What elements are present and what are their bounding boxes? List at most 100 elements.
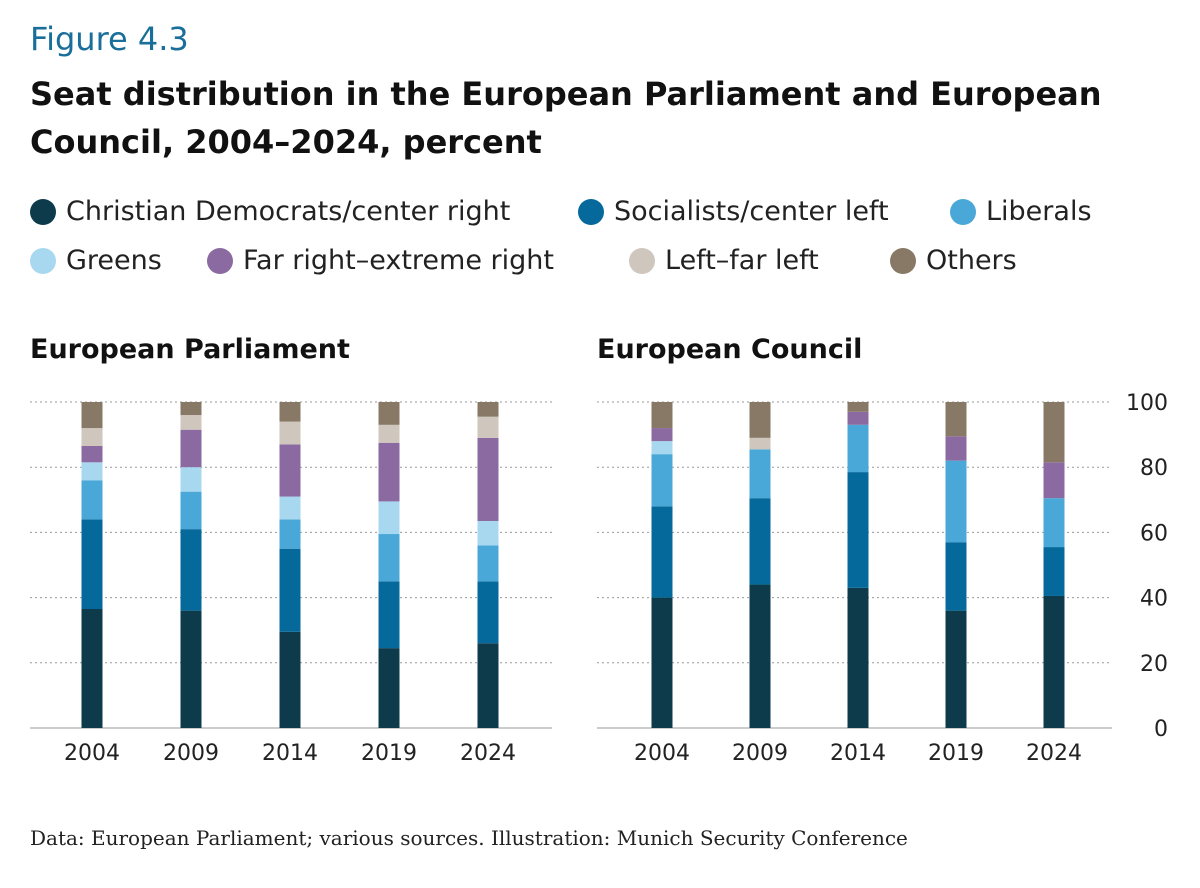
legend-swatch <box>950 198 976 225</box>
y-tick-label: 100 <box>1126 391 1168 416</box>
bar-segment <box>81 462 103 481</box>
chart-title: Seat distribution in the European Parlia… <box>30 75 1102 161</box>
legend-item: Greens <box>30 245 162 276</box>
bar-segment <box>279 519 301 549</box>
legend-label: Liberals <box>986 196 1092 227</box>
x-tick-label: 2024 <box>1026 741 1082 766</box>
bar-segment <box>749 402 771 438</box>
bar-segment <box>81 428 103 447</box>
x-tick-label: 2019 <box>928 741 984 766</box>
x-tick-label: 2014 <box>262 741 318 766</box>
source-note: Data: European Parliament; various sourc… <box>30 826 908 850</box>
x-tick-label: 2009 <box>732 741 788 766</box>
bar-segment <box>180 491 202 530</box>
bar-segment <box>651 428 673 442</box>
bar-segment <box>279 444 301 497</box>
bar-segment <box>477 437 499 521</box>
bar-segment <box>749 584 771 728</box>
bar-segment <box>847 402 869 412</box>
x-tick-label: 2014 <box>830 741 886 766</box>
bar-segment <box>279 548 301 632</box>
legend-swatch <box>578 198 604 225</box>
x-tick-label: 2004 <box>64 741 120 766</box>
figure-label: Figure 4.3 <box>30 20 189 58</box>
bar-segment <box>180 610 202 728</box>
bar-segment <box>477 545 499 582</box>
legend-label: Socialists/center left <box>614 196 889 227</box>
legend-item: Others <box>890 245 1017 276</box>
legend-label: Others <box>926 245 1017 276</box>
y-tick-label: 20 <box>1140 652 1168 677</box>
bar-segment <box>749 437 771 450</box>
bar-segment <box>651 402 673 429</box>
bar-segment <box>945 436 967 461</box>
legend-label: Greens <box>66 245 162 276</box>
bar-segment <box>378 442 400 502</box>
bar-segment <box>180 429 202 468</box>
legend-label: Christian Democrats/center right <box>66 196 511 227</box>
bar-segment <box>279 402 301 422</box>
bar-segment <box>180 402 202 416</box>
legend-swatch <box>207 247 233 274</box>
bar-segment <box>1043 498 1065 548</box>
bar-segment <box>477 416 499 438</box>
legend-item: Liberals <box>950 196 1092 227</box>
bar-segment <box>651 454 673 507</box>
y-tick-label: 40 <box>1140 587 1168 612</box>
legend-label: Left–far left <box>665 245 819 276</box>
bar-segment <box>378 581 400 649</box>
bar-segment <box>180 467 202 492</box>
bar-segment <box>477 520 499 546</box>
legend-item: Far right–extreme right <box>207 245 554 276</box>
bar-segment <box>180 529 202 611</box>
bar-segment <box>651 441 673 455</box>
bar-segment <box>749 449 771 499</box>
legend-swatch <box>629 247 655 274</box>
legend-swatch <box>890 247 916 274</box>
x-tick-label: 2009 <box>163 741 219 766</box>
bar-segment <box>378 501 400 535</box>
bar-segment <box>81 402 103 429</box>
panel-title-parliament: European Parliament <box>30 334 350 365</box>
bar-segment <box>378 402 400 425</box>
bar-segment <box>945 542 967 611</box>
bar-segment <box>378 648 400 728</box>
y-tick-label: 0 <box>1154 717 1168 742</box>
bar-segment <box>279 421 301 445</box>
legend-label: Far right–extreme right <box>243 245 554 276</box>
bar-segment <box>651 597 673 728</box>
bar-segment <box>1043 402 1065 463</box>
bar-segment <box>477 581 499 644</box>
bar-segment <box>749 498 771 585</box>
legend-item: Left–far left <box>629 245 819 276</box>
bar-segment <box>847 472 869 588</box>
x-tick-label: 2004 <box>634 741 690 766</box>
bar-segment <box>945 610 967 728</box>
bar-segment <box>81 609 103 728</box>
y-tick-label: 60 <box>1140 521 1168 546</box>
legend-swatch <box>30 198 56 225</box>
x-tick-label: 2024 <box>460 741 516 766</box>
bar-segment <box>378 424 400 443</box>
bar-segment <box>1043 462 1065 499</box>
bar-segment <box>81 480 103 520</box>
legend-item: Socialists/center left <box>578 196 889 227</box>
legend-item: Christian Democrats/center right <box>30 196 510 227</box>
legend-swatch <box>30 247 56 274</box>
bar-segment <box>847 587 869 728</box>
bar-segment <box>81 446 103 463</box>
bar-segment <box>279 631 301 728</box>
bar-segment <box>477 643 499 728</box>
bar-segment <box>1043 547 1065 596</box>
panel-title-council: European Council <box>597 334 863 365</box>
bar-segment <box>945 402 967 437</box>
bar-segment <box>847 411 869 425</box>
bar-segment <box>945 460 967 543</box>
bar-segment <box>81 519 103 610</box>
bar-segment <box>1043 595 1065 728</box>
bar-segment <box>477 402 499 417</box>
bar-segment <box>847 424 869 473</box>
y-tick-label: 80 <box>1140 456 1168 481</box>
x-tick-label: 2019 <box>361 741 417 766</box>
